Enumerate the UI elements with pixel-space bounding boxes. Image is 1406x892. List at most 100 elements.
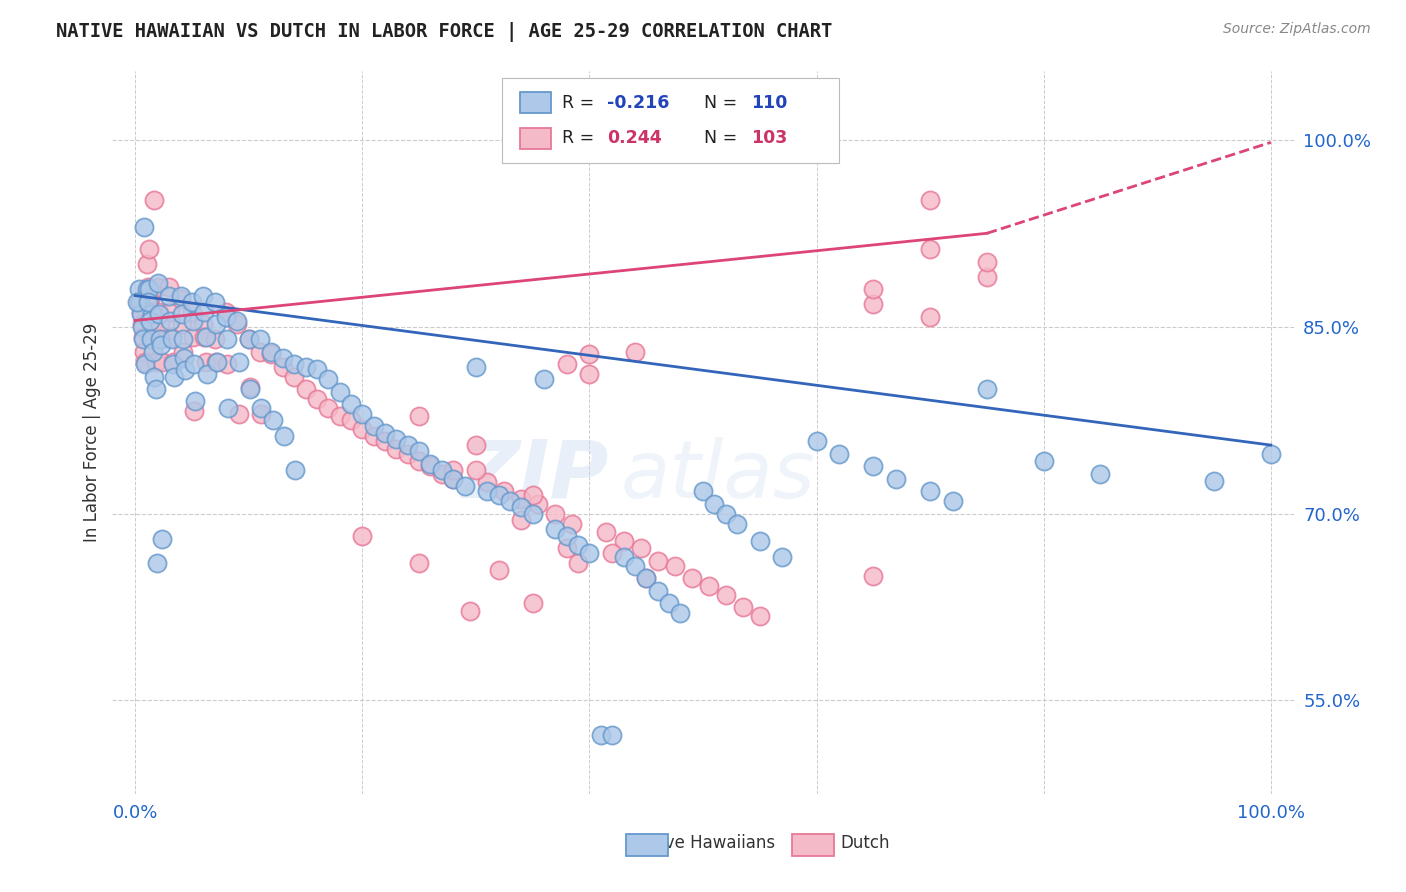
Point (273, 429, 295, 443)
Point (169, 293, 191, 307)
Point (135, 257, 157, 271)
Point (624, 558, 647, 573)
Point (205, 354, 228, 368)
Text: ZIP: ZIP (461, 437, 609, 515)
Point (510, 513, 533, 527)
Point (527, 497, 550, 511)
Point (146, 276, 169, 290)
Text: -0.216: -0.216 (607, 94, 669, 112)
Point (194, 329, 217, 343)
Point (217, 332, 239, 346)
Point (1032, 454, 1054, 468)
Point (920, 243, 942, 257)
Point (329, 384, 352, 399)
Text: R =: R = (562, 94, 595, 112)
Point (172, 344, 194, 359)
Point (731, 600, 754, 615)
Point (488, 488, 510, 502)
Point (385, 442, 408, 456)
Point (283, 369, 305, 384)
Point (1090, 467, 1112, 481)
Point (134, 357, 156, 371)
Text: N =: N = (704, 129, 737, 147)
Point (862, 282, 884, 296)
Point (205, 354, 228, 368)
Point (159, 305, 181, 319)
Point (205, 317, 228, 331)
Point (215, 310, 238, 324)
Text: 0.244: 0.244 (607, 129, 662, 147)
Point (1260, 447, 1282, 461)
Point (141, 307, 163, 321)
Point (510, 500, 533, 515)
Point (441, 472, 464, 486)
Point (464, 359, 486, 374)
Point (555, 529, 578, 543)
Y-axis label: In Labor Force | Age 25-29: In Labor Force | Age 25-29 (83, 323, 101, 542)
Point (132, 329, 155, 343)
Text: R =: R = (562, 129, 595, 147)
Text: NATIVE HAWAIIAN VS DUTCH IN LABOR FORCE | AGE 25-29 CORRELATION CHART: NATIVE HAWAIIAN VS DUTCH IN LABOR FORCE … (56, 22, 832, 42)
Point (239, 379, 262, 393)
Point (920, 193, 942, 207)
Point (714, 588, 737, 602)
Point (131, 319, 153, 334)
Point (316, 372, 339, 386)
Point (600, 546, 623, 560)
Point (150, 332, 173, 346)
Point (181, 294, 204, 309)
Point (138, 282, 160, 296)
Point (522, 488, 544, 502)
Point (145, 354, 167, 368)
Point (145, 557, 169, 571)
Point (183, 404, 205, 418)
Point (578, 546, 600, 560)
Text: 110: 110 (751, 94, 787, 112)
Point (884, 472, 907, 486)
Point (567, 557, 589, 571)
Point (174, 363, 197, 377)
Point (567, 538, 589, 552)
Point (697, 579, 720, 593)
Point (555, 541, 578, 556)
Point (647, 583, 669, 598)
Point (533, 372, 555, 386)
Point (142, 329, 165, 343)
Point (600, 728, 623, 742)
Point (250, 401, 273, 415)
Point (169, 288, 191, 302)
Point (510, 491, 533, 506)
Point (555, 357, 578, 371)
Point (146, 280, 169, 294)
Text: Source: ZipAtlas.com: Source: ZipAtlas.com (1223, 22, 1371, 37)
Point (143, 193, 166, 207)
Point (139, 293, 162, 307)
Point (595, 525, 617, 540)
Point (862, 569, 884, 583)
Point (183, 357, 205, 371)
Point (305, 362, 328, 376)
Point (458, 604, 481, 618)
Point (976, 255, 998, 269)
Point (305, 392, 328, 406)
Point (806, 434, 828, 449)
Point (544, 507, 567, 521)
Point (664, 558, 686, 573)
Point (352, 422, 374, 436)
Point (149, 332, 172, 346)
FancyBboxPatch shape (502, 78, 839, 163)
Point (488, 563, 510, 577)
Point (340, 397, 363, 411)
Point (136, 280, 159, 294)
Point (249, 332, 271, 346)
Point (294, 382, 316, 396)
Point (271, 359, 294, 374)
Point (499, 494, 522, 508)
Point (160, 332, 183, 346)
Point (284, 463, 307, 477)
Point (522, 507, 544, 521)
Point (283, 357, 305, 371)
Point (294, 359, 316, 374)
Text: atlas: atlas (620, 437, 815, 515)
Point (134, 354, 156, 368)
